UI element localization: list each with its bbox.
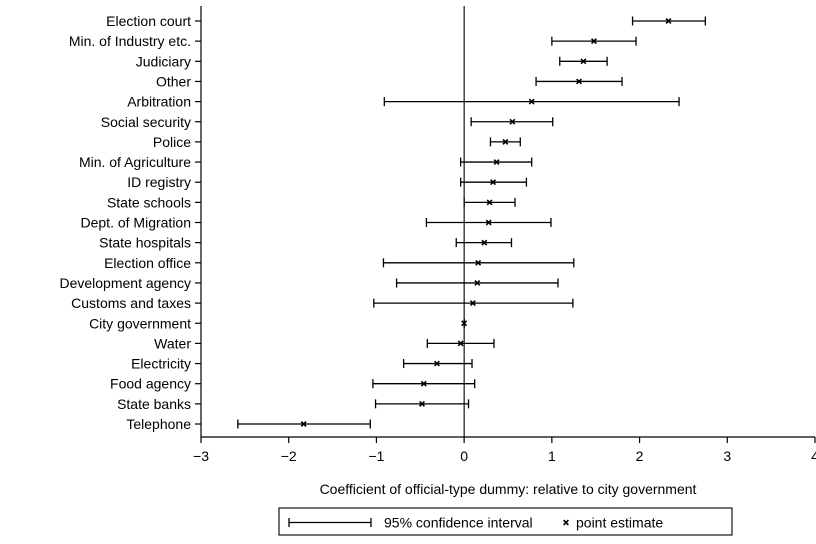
legend-label-point: point estimate — [576, 515, 663, 531]
point-estimate — [475, 259, 482, 266]
point-estimate — [580, 58, 587, 65]
category-label: State schools — [107, 194, 191, 210]
point-estimate — [576, 78, 583, 85]
point-estimate — [419, 400, 426, 407]
category-label: Development agency — [59, 275, 191, 291]
point-estimate — [481, 239, 488, 246]
point-estimate — [665, 18, 672, 24]
category-label: State banks — [117, 396, 191, 412]
category-label: Election court — [106, 13, 191, 29]
category-label: Water — [154, 335, 191, 351]
legend-box — [278, 507, 733, 536]
category-label: Telephone — [126, 416, 191, 432]
point-estimate — [461, 320, 468, 327]
x-tick-label: −1 — [368, 448, 384, 464]
point-estimate — [509, 118, 516, 125]
legend-label-interval: 95% confidence interval — [384, 515, 533, 531]
category-label: Social security — [101, 114, 191, 130]
legend-point-symbol — [563, 519, 569, 526]
category-label: Min. of Industry etc. — [69, 33, 191, 49]
point-estimate — [590, 38, 597, 45]
x-tick-label: 1 — [548, 448, 556, 464]
category-label: Police — [153, 134, 191, 150]
point-estimate — [457, 340, 464, 347]
x-tick-label: 3 — [723, 448, 731, 464]
point-estimate — [493, 159, 500, 166]
category-label: Customs and taxes — [71, 295, 191, 311]
category-label: City government — [89, 315, 191, 331]
x-tick-label: 4 — [811, 448, 816, 464]
point-estimate — [474, 279, 481, 286]
point-estimate — [486, 199, 493, 206]
point-estimate — [485, 219, 492, 226]
x-tick-label: −2 — [281, 448, 297, 464]
category-label: Electricity — [131, 356, 191, 372]
point-estimate — [528, 98, 535, 105]
point-estimate — [300, 421, 307, 427]
x-tick-label: 2 — [636, 448, 644, 464]
category-label: Min. of Agriculture — [79, 154, 191, 170]
x-tick-label: 0 — [460, 448, 468, 464]
category-label: Election office — [104, 255, 191, 271]
point-estimate — [433, 360, 440, 367]
point-estimate — [502, 138, 509, 145]
category-label: Arbitration — [127, 94, 191, 110]
legend-interval-symbol — [288, 518, 372, 527]
plot-area: −3 −2 −1 0 1 2 3 4 Coefficient of official-type … — [59, 6, 816, 497]
category-label: Food agency — [110, 376, 191, 392]
category-label: Dept. of Migration — [81, 215, 192, 231]
category-label: State hospitals — [99, 235, 191, 251]
category-label: Judiciary — [136, 53, 191, 69]
point-estimate — [490, 179, 497, 186]
point-estimate — [420, 380, 427, 387]
legend: 95% confidence interval point estimate — [278, 507, 733, 536]
category-label: Other — [156, 73, 191, 89]
point-estimate — [469, 300, 476, 307]
x-tick-label: −3 — [193, 448, 209, 464]
category-label: ID registry — [127, 174, 191, 190]
x-axis-title: Coefficient of official-type dummy: rela… — [320, 481, 697, 497]
